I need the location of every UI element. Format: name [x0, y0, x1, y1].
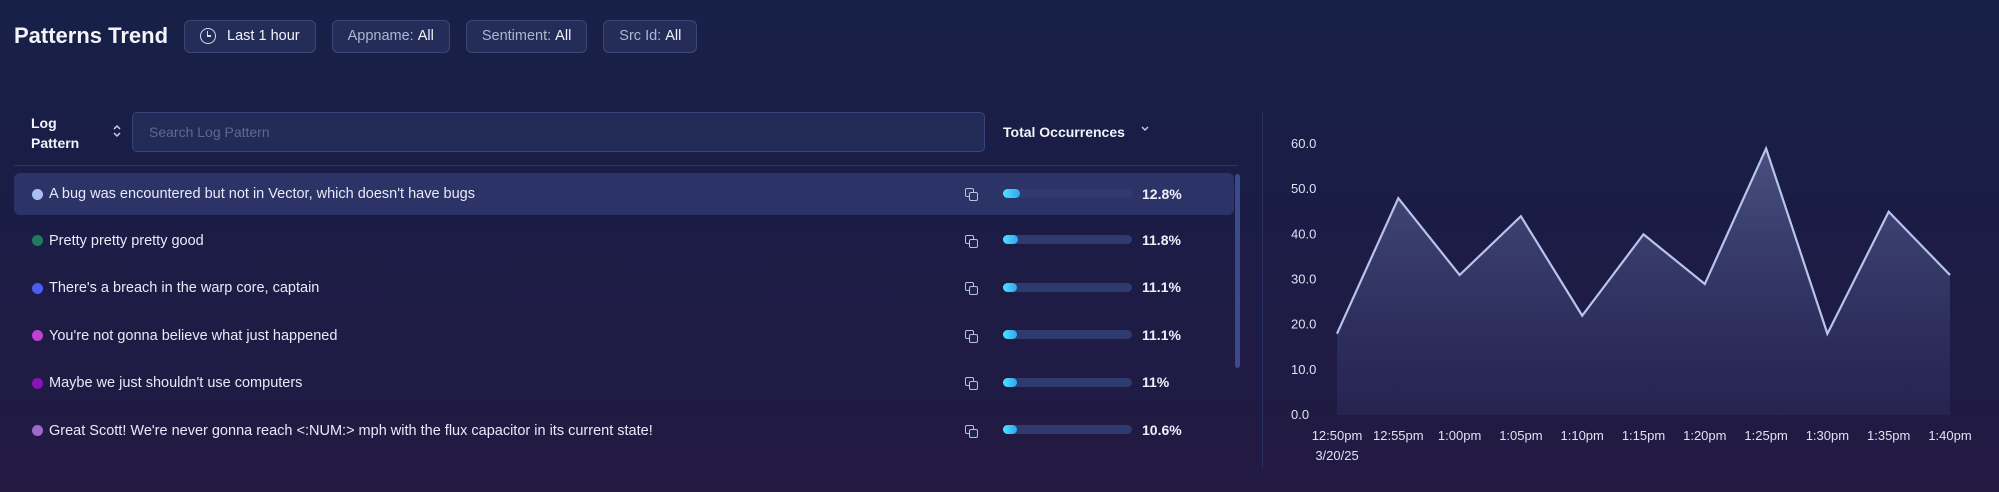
y-tick-label: 30.0	[1291, 272, 1316, 287]
trend-chart-svg: 60.0 50.0 40.0 30.0 20.0 10.0 0.012:50pm 12:55p…	[1291, 136, 1972, 463]
occurrence-bar-fill	[1003, 330, 1018, 339]
occurrence-bar	[1003, 425, 1132, 434]
occurrence-bar	[1003, 377, 1132, 387]
pattern-color-dot	[32, 282, 43, 294]
trend-chart: 60.0 50.0 40.0 30.0 20.0 10.0 0.0 12:50pm 12:55p…	[1262, 112, 1999, 492]
appname-filter[interactable]: Appname: All	[331, 19, 450, 53]
y-tick-label: 0.0	[1291, 407, 1309, 422]
appname-filter-value: All	[417, 28, 434, 44]
x-tick-label: 1:10pm	[1561, 428, 1604, 443]
table-header: Log Pattern Total Occurrences	[14, 108, 1238, 166]
occurrence-percent: 10.6%	[1142, 421, 1182, 438]
occurrence-percent: 11.1%	[1142, 279, 1181, 295]
x-tick-label: 1:40pm	[1928, 428, 1971, 443]
occurrence-percent: 11.8%	[1142, 231, 1181, 248]
search-log-pattern-input[interactable]	[132, 112, 985, 152]
occurrence-bar	[1003, 282, 1132, 292]
y-tick-label: 50.0	[1291, 181, 1316, 196]
table-row[interactable]: Pretty pretty pretty good 11.8%	[14, 221, 1234, 269]
pattern-text: A bug was encountered but not in Vector,…	[49, 186, 475, 202]
src-id-filter-value: All	[665, 28, 682, 44]
page-title: Patterns Trend	[14, 23, 169, 48]
total-occurrences-column-header[interactable]: Total Occurrences	[1003, 124, 1125, 140]
occurrence-bar	[1003, 235, 1132, 244]
appname-filter-label: Appname:	[347, 28, 414, 44]
occurrence-bar-fill	[1003, 235, 1019, 244]
pattern-text: You're not gonna believe what just happe…	[49, 327, 338, 344]
copy-icon[interactable]	[965, 234, 979, 249]
x-tick-label: 1:35pm	[1867, 428, 1910, 443]
copy-icon[interactable]	[965, 424, 979, 439]
sentiment-filter[interactable]: Sentiment: All	[465, 19, 588, 53]
x-tick-label: 1:00pm	[1438, 428, 1481, 443]
src-id-filter[interactable]: Src Id: All	[603, 19, 698, 53]
scrollbar[interactable]	[1235, 174, 1240, 368]
occurrence-bar	[1003, 330, 1132, 339]
table-row[interactable]: You're not gonna believe what just happe…	[14, 316, 1234, 364]
pattern-text: There's a breach in the warp core, capta…	[49, 280, 320, 296]
time-range-filter[interactable]: Last 1 hour	[184, 19, 316, 53]
x-date-label: 3/20/25	[1315, 448, 1358, 463]
occurrence-percent: 11.1%	[1142, 326, 1181, 343]
table-body: A bug was encountered but not in Vector,…	[14, 173, 1234, 458]
y-tick-label: 60.0	[1291, 136, 1316, 151]
series-area	[1337, 148, 1950, 415]
time-range-value: Last 1 hour	[227, 28, 300, 44]
pattern-color-dot	[32, 377, 43, 389]
header: Patterns Trend Last 1 hour Appname: All …	[14, 18, 713, 54]
x-tick-label: 1:15pm	[1622, 428, 1665, 443]
table-row[interactable]: Maybe we just shouldn't use computers 11%	[14, 363, 1234, 411]
copy-icon[interactable]	[965, 282, 979, 296]
occurrence-bar-fill	[1003, 189, 1020, 198]
occurrence-bar-fill	[1003, 377, 1018, 387]
occurrence-bar-fill	[1003, 425, 1017, 434]
copy-icon[interactable]	[965, 329, 979, 344]
pattern-color-dot	[32, 189, 43, 200]
y-tick-label: 40.0	[1291, 226, 1316, 241]
occurrence-bar	[1003, 189, 1132, 198]
table-row[interactable]: A bug was encountered but not in Vector,…	[14, 173, 1234, 215]
log-pattern-column-header: Log Pattern	[31, 115, 80, 151]
sentiment-filter-value: All	[555, 28, 572, 44]
x-tick-label: 12:50pm	[1312, 428, 1363, 443]
table-row[interactable]: There's a breach in the warp core, capta…	[14, 268, 1234, 316]
table-row[interactable]: Great Scott! We're never gonna reach <:N…	[14, 411, 1234, 459]
divider	[1262, 112, 1263, 468]
y-tick-label: 10.0	[1291, 362, 1316, 377]
y-tick-label: 20.0	[1291, 317, 1316, 332]
pattern-color-dot	[32, 235, 43, 246]
sort-icon[interactable]	[112, 124, 122, 138]
pattern-text: Great Scott! We're never gonna reach <:N…	[49, 422, 653, 439]
chevron-down-icon[interactable]	[1140, 125, 1150, 133]
pattern-color-dot	[32, 330, 43, 341]
occurrence-bar-fill	[1003, 282, 1018, 292]
occurrence-percent: 12.8%	[1142, 185, 1182, 202]
pattern-text: Maybe we just shouldn't use computers	[49, 375, 303, 391]
copy-icon[interactable]	[965, 188, 979, 202]
pattern-color-dot	[32, 425, 43, 436]
x-tick-label: 1:30pm	[1806, 428, 1849, 443]
x-tick-label: 1:20pm	[1683, 428, 1726, 443]
sentiment-filter-label: Sentiment:	[481, 28, 552, 44]
x-tick-label: 1:05pm	[1499, 428, 1542, 443]
x-tick-label: 1:25pm	[1744, 428, 1787, 443]
pattern-text: Pretty pretty pretty good	[49, 232, 204, 249]
copy-icon[interactable]	[965, 377, 979, 391]
clock-icon	[200, 28, 217, 44]
log-pattern-table: Log Pattern Total Occurrences A bug was …	[14, 108, 1238, 439]
occurrence-percent: 11%	[1142, 374, 1170, 390]
src-id-filter-label: Src Id:	[619, 28, 662, 44]
x-tick-label: 12:55pm	[1373, 428, 1424, 443]
